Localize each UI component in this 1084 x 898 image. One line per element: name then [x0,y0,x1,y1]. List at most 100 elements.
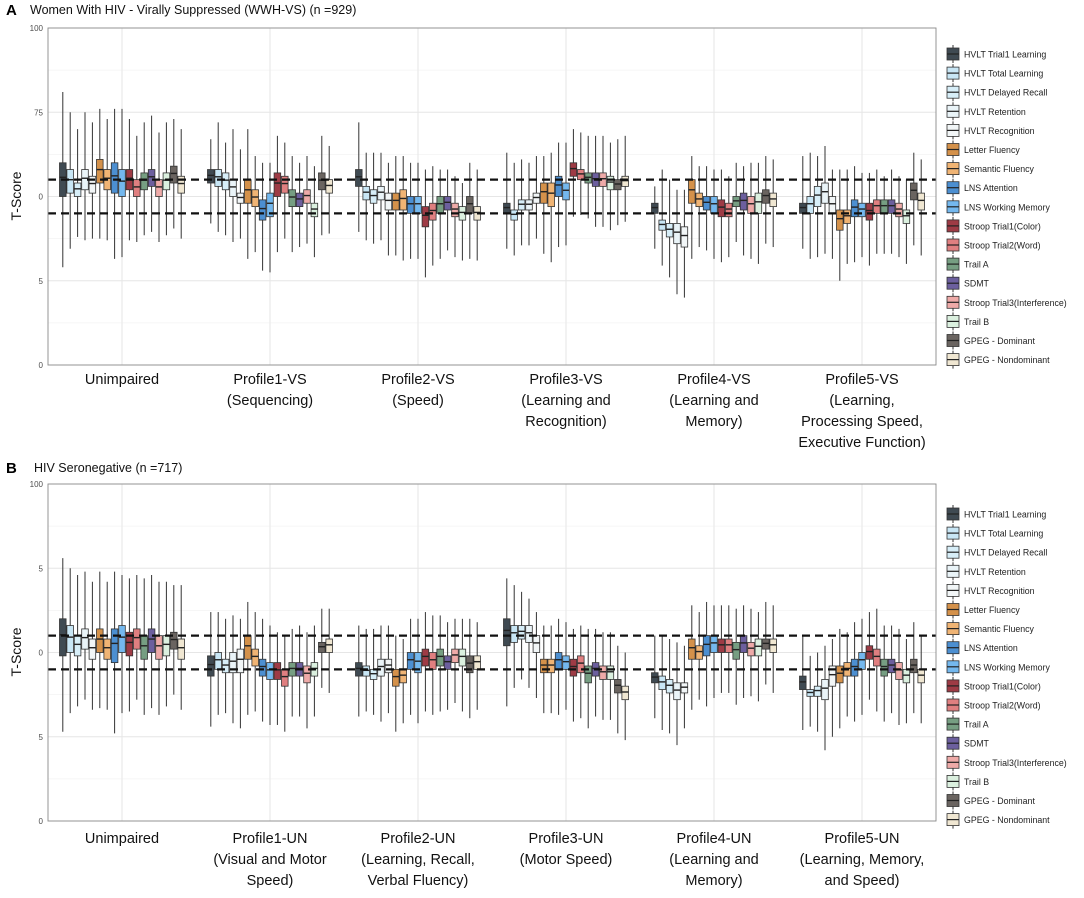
box-hvlt-trial1-learning-6 [799,635,807,731]
legend-label: Stroop Trial3(Interference) [964,758,1067,768]
iqr-box [547,658,555,674]
box-letter-fluency-3 [392,635,400,732]
iqr-box [850,658,859,677]
iqr-box [110,162,119,194]
legend-label: HVLT Trial1 Learning [964,50,1046,60]
iqr-box [155,179,163,197]
box-trail-a-3 [436,615,444,712]
iqr-box [436,196,444,214]
iqr-box [836,665,844,684]
box-trail-b-5 [754,162,763,264]
iqr-box [599,665,607,680]
legend-label: Semantic Fluency [964,164,1035,174]
box-sdmt-6 [887,169,896,254]
box-trail-b-4 [606,632,615,720]
iqr-box [762,189,770,204]
legend-item-hvlt-trial1-learning: HVLT Trial1 Learning [946,45,1046,63]
iqr-box [303,189,311,204]
x-category-label: Unimpaired [85,372,159,388]
box-sdmt-3 [443,169,452,251]
iqr-box [887,658,896,674]
box-stroop-trial2-word-5 [725,605,733,693]
box-hvlt-trial1-learning-1 [59,558,67,732]
iqr-box [273,172,282,197]
legend-label: HVLT Retention [964,107,1026,117]
iqr-box [688,179,696,204]
x-label-line: Profile1-UN [233,831,308,847]
x-category-label: Profile3-UN (Motor Speed) [520,831,613,868]
iqr-box [910,182,918,201]
iqr-box [288,189,296,208]
iqr-box [584,172,592,184]
iqr-box [606,175,615,191]
iqr-box [133,628,141,650]
legend-item-hvlt-recognition: HVLT Recognition [946,581,1035,600]
legend-label: Semantic Fluency [964,624,1035,634]
iqr-box [207,655,215,677]
box-semantic-fluency-3 [399,156,407,261]
box-letter-fluency-5 [688,605,696,710]
iqr-box [695,645,703,660]
x-label-line: (Learning, Recall, [361,852,475,868]
iqr-box [170,165,178,184]
box-stroop-trial1-color-2 [273,135,282,253]
iqr-box [547,182,555,208]
iqr-box [688,638,696,660]
iqr-box [281,668,289,687]
box-gpeg-dominant-1 [170,585,178,695]
iqr-box [680,226,689,248]
iqr-box [828,665,837,687]
iqr-box [554,175,563,197]
iqr-box [451,202,459,218]
iqr-box [399,189,407,211]
x-label-line: Processing Speed, [801,414,923,430]
iqr-box [251,648,259,667]
legend-item-hvlt-total-learning: HVLT Total Learning [946,524,1043,543]
iqr-box [421,648,430,667]
iqr-box [887,199,896,214]
box-hvlt-retention-6 [821,145,829,254]
iqr-box [273,662,282,680]
legend-item-stroop-trial2-word: Stroop Trial2(Word) [946,696,1041,714]
legend-label: SDMT [964,279,990,289]
x-category-label: Profile4-UN (Learning and Memory) [669,831,759,889]
legend-item-trail-a: Trail A [946,715,989,734]
iqr-box [214,169,222,187]
legend-label: HVLT Delayed Recall [964,548,1047,558]
box-lns-attention-5 [702,166,711,251]
iqr-box [214,652,222,670]
iqr-box [665,223,674,238]
iqr-box [562,655,570,670]
iqr-box [695,192,703,208]
iqr-box [221,172,230,191]
box-hvlt-recognition-2 [236,618,245,729]
legend-item-sdmt: SDMT [946,274,990,293]
box-hvlt-delayed-recall-2 [221,618,230,714]
iqr-box [369,189,378,204]
iqr-box [73,635,82,657]
legend-label: LNS Attention [964,643,1018,653]
box-lns-attention-3 [406,162,415,259]
box-hvlt-trial1-learning-4 [503,578,511,707]
iqr-box [873,648,881,667]
iqr-box [451,648,459,664]
box-lns-attention-2 [258,162,267,271]
box-letter-fluency-3 [392,156,400,256]
iqr-box [702,635,711,657]
iqr-box [244,635,252,660]
x-label-line: (Learning, [829,393,894,409]
legend-item-hvlt-retention: HVLT Retention [946,102,1026,121]
iqr-box [229,652,237,674]
iqr-box [873,199,881,214]
iqr-box [318,172,326,191]
box-stroop-trial1-color-6 [865,172,874,266]
box-lns-attention-6 [850,622,859,722]
box-stroop-trial1-color-5 [717,605,726,693]
box-stroop-trial2-word-4 [577,625,585,719]
x-category-label: Profile5-VS (Learning, Processing Speed, Ex… [798,372,925,451]
x-label-line: Speed) [247,873,294,889]
iqr-box [858,202,866,218]
y-tick-label: 5 [39,564,44,573]
legend: HVLT Trial1 Learning HVLT Total Learning H… [946,505,1067,829]
x-category-label: Profile2-UN (Learning, Recall, Verbal Flue… [361,831,475,889]
